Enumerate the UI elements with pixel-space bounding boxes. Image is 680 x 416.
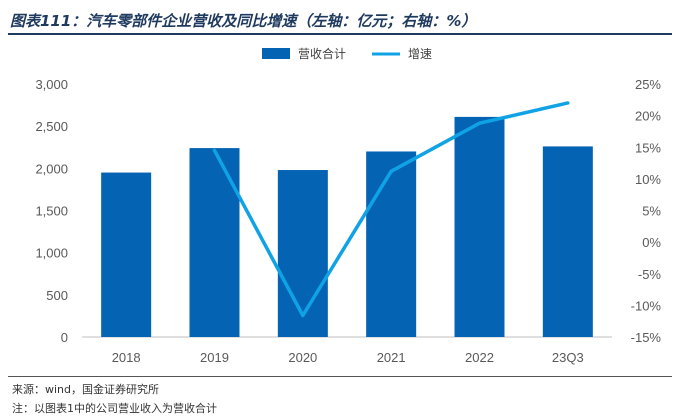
bar-2022 — [455, 117, 505, 337]
x-tick-label: 2020 — [288, 350, 317, 365]
legend-swatch-revenue — [262, 48, 290, 59]
right-tick-label: -15% — [631, 330, 662, 345]
left-tick-label: 2,500 — [35, 119, 68, 134]
left-tick-label: 2,000 — [35, 161, 68, 176]
right-tick-label: 15% — [635, 140, 661, 155]
bar-2021 — [366, 151, 416, 337]
bar-23Q3 — [543, 146, 593, 337]
x-tick-label: 2022 — [465, 350, 494, 365]
x-tick-label: 2021 — [377, 350, 406, 365]
left-tick-label: 500 — [46, 288, 68, 303]
left-axis-ticks: 0 500 1,000 1,500 2,000 2,500 3,000 — [35, 77, 68, 345]
x-tick-label: 23Q3 — [552, 350, 584, 365]
legend: 营收合计 增速 — [262, 46, 432, 61]
x-tick-label: 2018 — [112, 350, 141, 365]
bar-2019 — [190, 148, 240, 337]
source-text: 来源：wind，国金证券研究所 — [12, 381, 159, 397]
source-divider — [8, 376, 672, 377]
bar-series — [101, 117, 593, 337]
left-tick-label: 3,000 — [35, 77, 68, 92]
right-tick-label: 5% — [642, 204, 661, 219]
right-tick-label: 20% — [635, 109, 661, 124]
right-tick-label: -10% — [631, 298, 662, 313]
x-tick-label: 2019 — [200, 350, 229, 365]
bar-2018 — [101, 173, 151, 337]
x-axis-ticks: 2018 2019 2020 2021 2022 23Q3 — [112, 350, 584, 365]
right-tick-label: 25% — [635, 77, 661, 92]
right-tick-label: 0% — [642, 235, 661, 250]
legend-label-growth: 增速 — [408, 47, 432, 61]
left-tick-label: 1,500 — [35, 204, 68, 219]
right-axis-ticks: -15% -10% -5% 0% 5% 10% 15% 20% 25% — [631, 77, 662, 345]
left-tick-label: 1,000 — [35, 246, 68, 261]
legend-label-revenue: 营收合计 — [298, 46, 346, 61]
right-tick-label: -5% — [638, 267, 662, 282]
left-tick-label: 0 — [61, 330, 68, 345]
right-tick-label: 10% — [635, 172, 661, 187]
note-text: 注：以图表1中的公司营业收入为营收合计 — [12, 400, 217, 416]
